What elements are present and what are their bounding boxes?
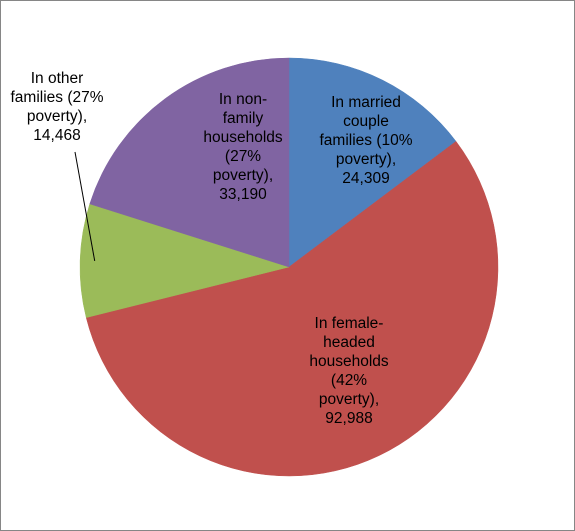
pie-slice-married-couple	[288, 57, 457, 268]
pie-slice-female-headed	[85, 141, 499, 477]
pie-slice-other-families	[79, 203, 290, 318]
pie-slice-non-family	[89, 57, 290, 268]
leader-line	[74, 151, 96, 262]
data-label-non-family: In non- family households (27% poverty),…	[203, 91, 283, 203]
data-label-female-headed: In female- headed households (42% povert…	[309, 315, 389, 427]
data-label-other-families: In other families (27% poverty), 14,468	[10, 70, 104, 144]
data-label-married-couple: In married couple families (10% poverty)…	[319, 94, 413, 187]
